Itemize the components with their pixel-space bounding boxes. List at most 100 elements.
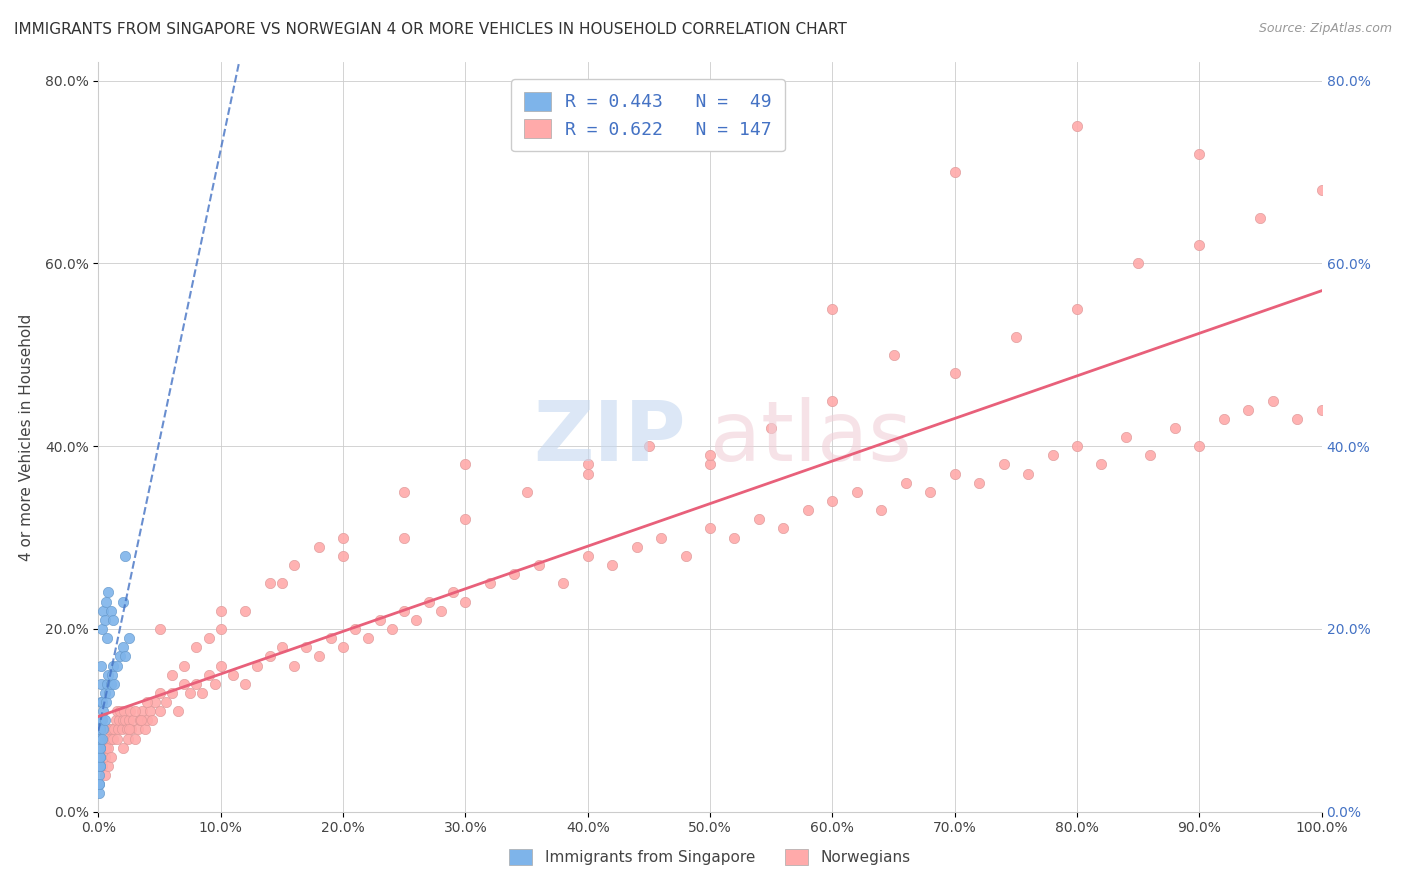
Point (120, 723, 142, 737)
Point (136, 695, 159, 709)
Point (167, 704, 190, 718)
Point (1188, 439, 1211, 453)
Point (173, 677, 195, 691)
Point (600, 558, 623, 572)
Point (96, 731, 118, 746)
Point (89, 759, 111, 773)
Point (392, 484, 416, 499)
Point (943, 366, 966, 380)
Legend: Immigrants from Singapore, Norwegians: Immigrants from Singapore, Norwegians (503, 843, 917, 871)
Point (96, 631, 118, 645)
Text: IMMIGRANTS FROM SINGAPORE VS NORWEGIAN 4 OR MORE VEHICLES IN HOUSEHOLD CORRELATI: IMMIGRANTS FROM SINGAPORE VS NORWEGIAN 4… (14, 22, 846, 37)
Point (1017, 467, 1039, 481)
Point (111, 640, 134, 655)
Point (761, 421, 783, 435)
Point (97, 667, 120, 681)
Point (270, 576, 294, 591)
Point (772, 521, 794, 535)
Point (96, 677, 118, 691)
Point (576, 549, 599, 563)
Point (943, 165, 966, 179)
Point (1115, 430, 1137, 444)
Point (149, 704, 172, 718)
Point (141, 714, 163, 728)
Point (209, 604, 232, 618)
Point (1066, 302, 1088, 317)
Point (1090, 458, 1112, 472)
Point (319, 631, 342, 645)
Point (89, 777, 111, 791)
Point (191, 686, 214, 700)
Point (503, 567, 526, 582)
Point (1249, 211, 1271, 225)
Point (91, 622, 114, 636)
Point (1066, 120, 1088, 134)
Point (90, 695, 112, 709)
Point (821, 393, 844, 408)
Point (186, 640, 208, 655)
Point (368, 613, 391, 627)
Point (97, 585, 120, 599)
Point (637, 439, 661, 453)
Point (478, 576, 501, 591)
Point (111, 714, 134, 728)
Point (283, 558, 305, 572)
Text: ZIP: ZIP (533, 397, 686, 477)
Point (576, 467, 599, 481)
Point (1261, 393, 1284, 408)
Point (117, 731, 139, 746)
Point (100, 750, 122, 764)
Point (118, 723, 141, 737)
Point (821, 302, 844, 317)
Point (89, 750, 111, 764)
Point (344, 622, 367, 636)
Point (97, 740, 120, 755)
Point (118, 714, 141, 728)
Point (101, 667, 124, 681)
Point (1237, 402, 1260, 417)
Point (1128, 256, 1150, 270)
Point (107, 723, 129, 737)
Point (103, 723, 125, 737)
Point (101, 731, 124, 746)
Point (97, 759, 120, 773)
Point (101, 723, 124, 737)
Point (115, 723, 138, 737)
Point (98, 686, 121, 700)
Point (149, 622, 172, 636)
Point (748, 512, 770, 526)
Point (100, 604, 122, 618)
Point (143, 695, 166, 709)
Point (454, 458, 477, 472)
Point (1188, 146, 1211, 161)
Point (131, 704, 153, 718)
Point (332, 531, 354, 545)
Point (259, 649, 281, 664)
Point (160, 686, 183, 700)
Point (114, 649, 136, 664)
Point (1066, 439, 1088, 453)
Point (105, 704, 128, 718)
Point (134, 723, 156, 737)
Point (392, 604, 416, 618)
Point (576, 458, 599, 472)
Y-axis label: 4 or more Vehicles in Household: 4 or more Vehicles in Household (18, 313, 34, 561)
Point (894, 475, 917, 490)
Point (111, 723, 134, 737)
Point (90, 677, 112, 691)
Point (1310, 402, 1333, 417)
Point (91, 723, 114, 737)
Point (675, 549, 697, 563)
Point (1042, 448, 1064, 462)
Point (100, 731, 122, 746)
Point (89, 723, 111, 737)
Point (136, 714, 159, 728)
Point (110, 704, 132, 718)
Point (920, 484, 942, 499)
Point (308, 649, 330, 664)
Point (441, 585, 464, 599)
Point (89, 759, 111, 773)
Point (90, 714, 112, 728)
Point (110, 649, 132, 664)
Point (797, 503, 820, 517)
